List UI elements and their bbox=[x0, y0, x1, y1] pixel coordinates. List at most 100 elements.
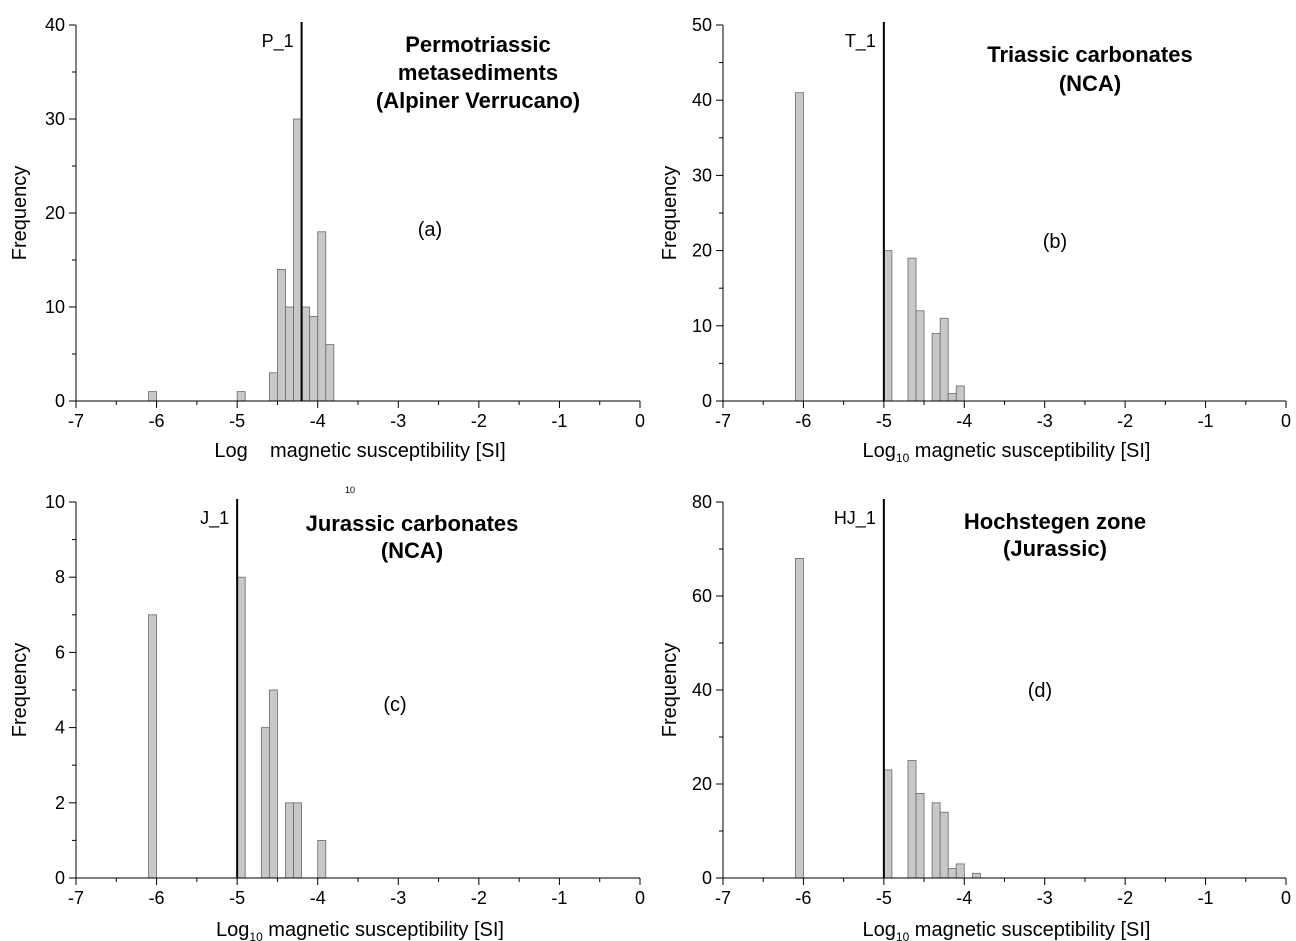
histogram-bar bbox=[931, 802, 941, 879]
stray-subscript-label: 10 bbox=[345, 485, 355, 495]
histogram-bar bbox=[907, 257, 917, 402]
x-axis-label-rest: magnetic susceptibility [SI] bbox=[263, 919, 504, 941]
reference-line-label: HJ_1 bbox=[834, 508, 876, 529]
x-tick-label: -7 bbox=[68, 888, 84, 908]
chart-title-line: metasediments bbox=[398, 60, 558, 85]
y-tick-label: 40 bbox=[692, 90, 712, 110]
x-axis-label: Log10 magnetic susceptibility [SI] bbox=[216, 919, 504, 941]
x-tick-label: 0 bbox=[635, 411, 645, 431]
y-tick-label: 20 bbox=[45, 203, 65, 223]
x-tick-label: -3 bbox=[1037, 411, 1053, 431]
histogram-bar bbox=[931, 332, 941, 402]
y-tick-label: 10 bbox=[45, 297, 65, 317]
x-tick-label: -1 bbox=[1198, 411, 1214, 431]
x-tick-label: -2 bbox=[1117, 888, 1133, 908]
x-tick-label: -6 bbox=[795, 888, 811, 908]
x-axis-label-rest: magnetic susceptibility [SI] bbox=[909, 919, 1150, 941]
x-tick-label: 0 bbox=[1281, 888, 1291, 908]
histogram-bar bbox=[309, 315, 319, 402]
x-tick-label: 0 bbox=[1281, 411, 1291, 431]
chart-title-line: (NCA) bbox=[381, 538, 443, 563]
x-axis-label: Log10 magnetic susceptibility [SI] bbox=[863, 919, 1151, 941]
reference-line-label: T_1 bbox=[845, 31, 876, 52]
chart-title-line: (Jurassic) bbox=[1003, 536, 1107, 561]
reference-line-label: J_1 bbox=[200, 508, 229, 529]
y-axis-label: Frequency bbox=[659, 166, 681, 261]
x-tick-label: -5 bbox=[876, 411, 892, 431]
x-tick-label: -7 bbox=[68, 411, 84, 431]
x-tick-label: -4 bbox=[310, 411, 326, 431]
y-tick-label: 20 bbox=[692, 241, 712, 261]
x-tick-label: -1 bbox=[551, 888, 567, 908]
histogram-bar bbox=[148, 391, 157, 402]
histogram-bar bbox=[883, 250, 893, 402]
histogram-bar bbox=[285, 306, 294, 402]
chart-title-line: (NCA) bbox=[1059, 71, 1121, 96]
y-tick-label: 60 bbox=[692, 586, 712, 606]
y-tick-label: 2 bbox=[55, 793, 65, 813]
panel-label: (c) bbox=[383, 694, 406, 716]
y-tick-label: 40 bbox=[692, 680, 712, 700]
x-axis-label-main: Log bbox=[863, 919, 896, 941]
histogram-bar bbox=[947, 393, 957, 402]
histogram-bar bbox=[293, 802, 302, 879]
chart-title-line: (Alpiner Verrucano) bbox=[376, 88, 580, 113]
y-tick-label: 10 bbox=[45, 492, 65, 512]
y-tick-label: 0 bbox=[55, 868, 65, 888]
chart-panel-3: -7 -6 -5 -4 -3 -2 -1 0 0 20 40 60 80 HJ_1 Hochstegen z… bbox=[659, 492, 1291, 941]
y-tick-label: 30 bbox=[45, 109, 65, 129]
x-tick-label: -4 bbox=[310, 888, 326, 908]
chart-title: Hochstegen zone (Jurassic) bbox=[964, 509, 1146, 561]
x-axis-label: Log10 magnetic susceptibility [SI] bbox=[863, 440, 1151, 465]
x-tick-label: -5 bbox=[876, 888, 892, 908]
y-axis-label: Frequency bbox=[659, 643, 681, 738]
y-tick-label: 0 bbox=[702, 868, 712, 888]
x-tick-label: -3 bbox=[390, 888, 406, 908]
y-tick-label: 80 bbox=[692, 492, 712, 512]
x-tick-label: -4 bbox=[956, 888, 972, 908]
histogram-bar bbox=[317, 231, 327, 402]
histogram-bar bbox=[293, 118, 302, 402]
chart-title-line: Permotriassic bbox=[405, 32, 551, 57]
histogram-bar bbox=[915, 793, 925, 879]
chart-title: Triassic carbonates (NCA) bbox=[987, 42, 1192, 96]
chart-panel-2: -7 -6 -5 -4 -3 -2 -1 0 0 2 4 6 8 10 J_1 Jurassic carbon… bbox=[9, 492, 645, 941]
x-axis-label-subscript: 10 bbox=[896, 451, 910, 465]
x-tick-label: -1 bbox=[1198, 888, 1214, 908]
histogram-bar bbox=[268, 372, 278, 402]
chart-title-line: Jurassic carbonates bbox=[306, 511, 519, 536]
panel-label: (a) bbox=[418, 219, 442, 241]
histogram-bar bbox=[907, 760, 917, 879]
x-axis-label-main: Log bbox=[863, 440, 896, 462]
histogram-bar bbox=[236, 391, 246, 402]
chart-title: Jurassic carbonates (NCA) bbox=[306, 511, 519, 563]
histogram-bar bbox=[285, 802, 294, 879]
x-tick-label: 0 bbox=[635, 888, 645, 908]
x-axis-label-subscript: 10 bbox=[249, 930, 263, 941]
y-tick-label: 0 bbox=[55, 391, 65, 411]
x-tick-label: -1 bbox=[551, 411, 567, 431]
y-tick-label: 8 bbox=[55, 567, 65, 587]
histogram-bar bbox=[971, 872, 981, 879]
histogram-bar bbox=[277, 268, 286, 402]
x-tick-label: -2 bbox=[471, 411, 487, 431]
histogram-bar bbox=[947, 868, 957, 879]
reference-line-label: P_1 bbox=[262, 31, 294, 52]
histogram-bar bbox=[148, 614, 157, 879]
panel-label: (b) bbox=[1043, 231, 1067, 253]
histogram-bar bbox=[955, 863, 965, 879]
panel-label: (d) bbox=[1028, 680, 1052, 702]
y-axis-label: Frequency bbox=[9, 166, 31, 261]
y-tick-label: 30 bbox=[692, 165, 712, 185]
y-axis-label: Frequency bbox=[9, 643, 31, 738]
histogram-bar bbox=[883, 769, 893, 879]
x-tick-label: -3 bbox=[1037, 888, 1053, 908]
x-tick-label: -6 bbox=[795, 411, 811, 431]
y-tick-label: 10 bbox=[692, 316, 712, 336]
histogram-bar bbox=[317, 840, 327, 879]
y-tick-label: 20 bbox=[692, 774, 712, 794]
y-tick-label: 50 bbox=[692, 15, 712, 35]
y-tick-label: 6 bbox=[55, 642, 65, 662]
histogram-bar bbox=[939, 811, 949, 879]
